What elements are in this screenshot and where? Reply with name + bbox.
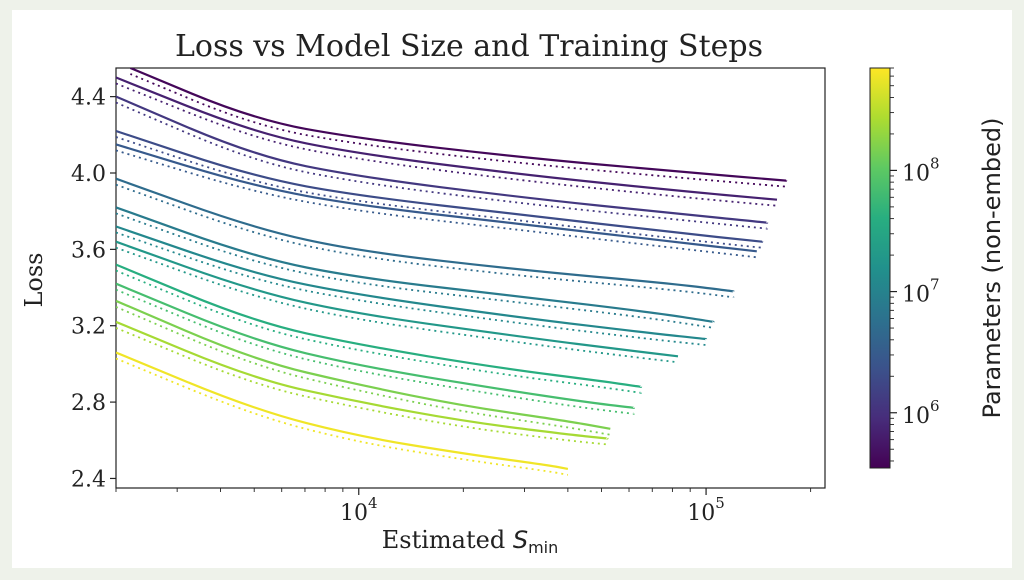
series-line-7 bbox=[116, 225, 708, 341]
series-line-0 bbox=[129, 68, 788, 182]
colorbar-tick-label-1: 107 bbox=[902, 276, 940, 308]
plot-area bbox=[115, 67, 826, 489]
series-line-4 bbox=[116, 143, 757, 253]
y-tick-label-2: 3.2 bbox=[71, 315, 106, 340]
series-fit-7 bbox=[116, 231, 707, 346]
series-line-9 bbox=[116, 263, 643, 388]
series-fit-5 bbox=[116, 183, 735, 299]
x-axis-label-subscript: min bbox=[528, 538, 558, 557]
series-fit-0 bbox=[130, 73, 788, 188]
series-fit-13 bbox=[116, 357, 569, 476]
x-axis-label-text: Estimated bbox=[382, 526, 513, 554]
colorbar bbox=[869, 67, 891, 469]
x-axis-label-symbol: S bbox=[513, 526, 528, 554]
series-fit-9 bbox=[116, 269, 642, 394]
y-tick-label-3: 3.6 bbox=[71, 238, 106, 263]
chart-card: Loss vs Model Size and Training Steps 2.… bbox=[12, 10, 1012, 568]
x-tick-base-0: 10 bbox=[340, 501, 368, 526]
colorbar-tick-label-0: 106 bbox=[902, 397, 940, 429]
x-tick-label-0: 104 bbox=[340, 494, 378, 526]
series-line-10 bbox=[116, 282, 636, 409]
chart-title: Loss vs Model Size and Training Steps bbox=[175, 29, 763, 64]
colorbar-tick-base-1: 10 bbox=[902, 283, 930, 308]
colorbar-tick-label-2: 108 bbox=[902, 154, 940, 186]
colorbar-tick-base-2: 10 bbox=[902, 161, 930, 186]
y-axis-label: Loss bbox=[20, 252, 48, 307]
x-tick-exp-0: 4 bbox=[368, 494, 378, 512]
colorbar-tick-base-0: 10 bbox=[902, 404, 930, 429]
y-tick-label-5: 4.4 bbox=[71, 86, 106, 111]
series-line-3 bbox=[116, 129, 764, 243]
colorbar-tick-exp-0: 6 bbox=[930, 397, 940, 415]
y-tick-label-1: 2.8 bbox=[71, 391, 106, 416]
colorbar-label: Parameters (non-embed) bbox=[978, 118, 1006, 419]
series-fit-6 bbox=[116, 212, 715, 329]
x-axis-label: Estimated Smin bbox=[382, 526, 558, 557]
series-fit-11 bbox=[116, 306, 611, 436]
y-tick-label-0: 2.4 bbox=[71, 467, 106, 492]
series-line-2 bbox=[116, 95, 769, 224]
y-tick-label-4: 4.0 bbox=[71, 162, 106, 187]
series-line-5 bbox=[116, 177, 735, 293]
series-line-13 bbox=[116, 351, 569, 470]
loss-vs-size-chart: Loss vs Model Size and Training Steps 2.… bbox=[20, 29, 1006, 557]
series-line-1 bbox=[116, 76, 779, 201]
x-tick-exp-1: 5 bbox=[715, 494, 725, 512]
x-tick-base-1: 10 bbox=[687, 501, 715, 526]
x-tick-label-1: 105 bbox=[687, 494, 725, 526]
colorbar-tick-exp-1: 7 bbox=[930, 276, 940, 294]
series-line-11 bbox=[116, 299, 611, 430]
series-line-12 bbox=[116, 320, 609, 440]
series-line-8 bbox=[116, 240, 679, 358]
series-line-6 bbox=[116, 206, 715, 323]
colorbar-tick-exp-2: 8 bbox=[930, 154, 940, 172]
